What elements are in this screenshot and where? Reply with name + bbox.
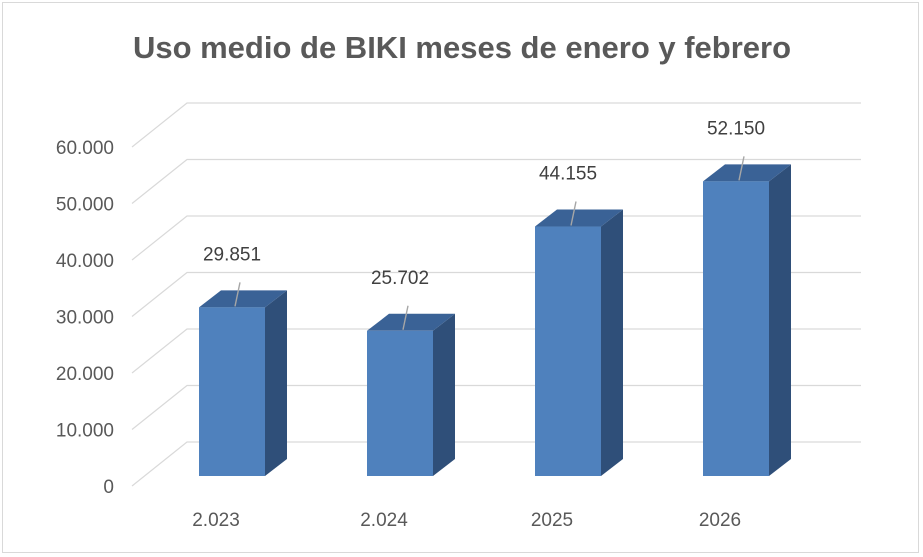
bars [199,164,791,477]
y-tick-label: 30.000 [56,308,114,329]
gridline [131,328,861,374]
bar [703,164,791,477]
bar-front [703,181,769,477]
y-tick-label: 40.000 [56,251,114,272]
bar [535,209,623,477]
gridline [131,441,861,487]
x-category-label: 2025 [531,510,573,531]
bar-front [367,330,433,476]
bar-side [769,164,791,477]
bar-side [433,313,455,476]
data-label: 29.851 [203,244,261,265]
bar-side [601,209,623,477]
bar-top [199,290,287,308]
data-label: 25.702 [371,268,429,289]
bar [199,290,287,476]
bar [367,313,455,476]
x-category-label: 2026 [699,510,741,531]
bar-top [535,209,623,227]
bar-front [535,226,601,476]
bar-top [703,164,791,182]
y-axis-ticks: 0 10.000 20.000 30.000 40.000 50.000 60.000 [56,138,114,498]
data-label-leader [402,305,409,330]
data-label: 52.150 [707,118,765,139]
chart-title: Uso medio de BIKI meses de enero y febre… [133,30,791,65]
gridline [131,158,861,204]
gridline [131,102,861,148]
y-tick-label: 50.000 [56,195,114,216]
data-label-leader [570,201,577,226]
x-axis-categories: 2.023 2.024 2025 2026 [192,510,741,531]
y-tick-label: 60.000 [56,138,114,159]
y-tick-label: 10.000 [56,421,114,442]
gridline [131,384,861,430]
y-tick-label: 0 [103,477,114,498]
data-label: 44.155 [539,164,597,185]
data-label-leader [738,156,745,181]
gridline [131,215,861,261]
gridline [131,271,861,317]
x-category-label: 2.024 [360,510,408,531]
x-category-label: 2.023 [192,510,240,531]
gridlines [131,102,861,487]
data-label-leader [234,282,241,307]
bar-front [199,307,265,476]
bar-top [367,313,455,331]
y-tick-label: 20.000 [56,364,114,385]
data-labels: 29.851 25.702 44.155 52.150 [203,118,765,330]
bar-side [265,290,287,476]
